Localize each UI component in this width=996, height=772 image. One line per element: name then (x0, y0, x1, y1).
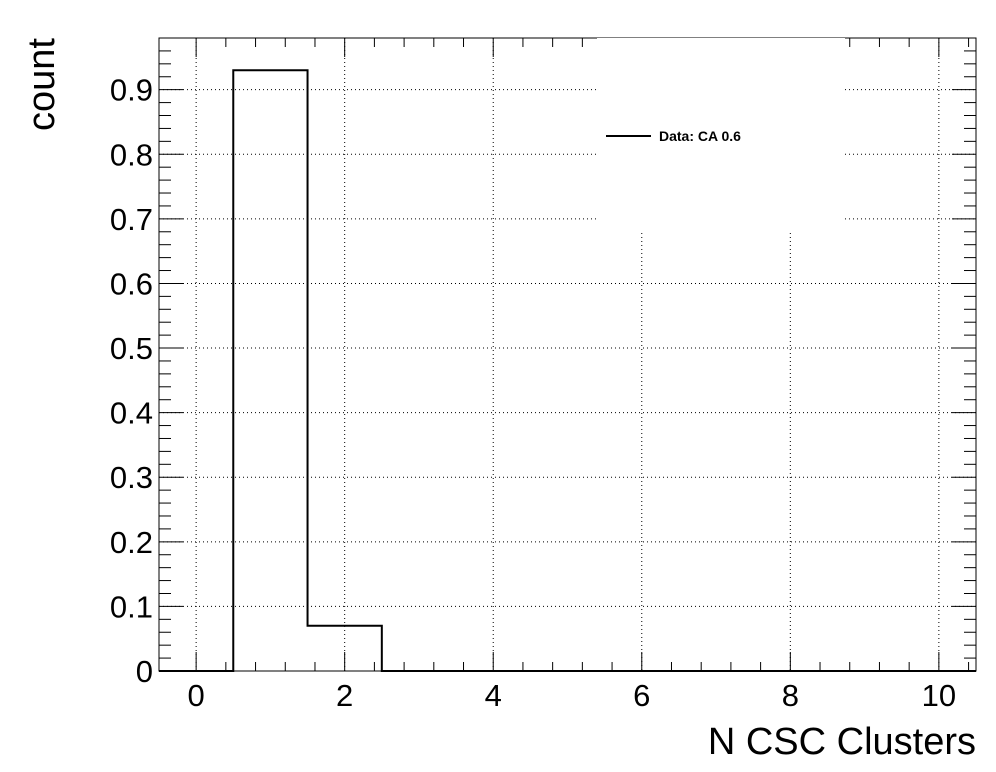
y-tick-label: 0.8 (110, 137, 153, 172)
axis-ticks (159, 37, 976, 672)
histogram-bar (308, 626, 382, 671)
x-tick-label: 8 (782, 678, 799, 713)
x-tick-label: 6 (633, 678, 650, 713)
y-tick-label: 0.1 (110, 589, 153, 624)
y-tick-label: 0.9 (110, 73, 153, 108)
x-tick-labels: 0 2 4 6 8 10 (188, 678, 957, 713)
y-tick-label: 0.7 (110, 202, 153, 237)
x-tick-label: 10 (922, 678, 956, 713)
y-tick-labels: 0 0.1 0.2 0.3 0.4 0.5 0.6 0.7 0.8 0.9 (110, 73, 153, 689)
legend: Data: CA 0.6 (597, 38, 845, 233)
y-tick-label: 0.4 (110, 396, 153, 431)
y-tick-label: 0.6 (110, 266, 153, 301)
x-axis-title: N CSC Clusters (708, 721, 976, 763)
histogram-bar (233, 70, 307, 671)
plot-border (158, 37, 977, 672)
y-axis-title: count (21, 38, 63, 131)
x-tick-label: 2 (336, 678, 353, 713)
y-tick-label: 0 (136, 654, 153, 689)
legend-entry-label: Data: CA 0.6 (659, 128, 741, 144)
x-tick-label: 0 (188, 678, 205, 713)
y-tick-label: 0.3 (110, 460, 153, 495)
x-tick-label: 4 (485, 678, 502, 713)
y-tick-label: 0.5 (110, 331, 153, 366)
grid-lines (159, 38, 976, 671)
y-tick-label: 0.2 (110, 525, 153, 560)
